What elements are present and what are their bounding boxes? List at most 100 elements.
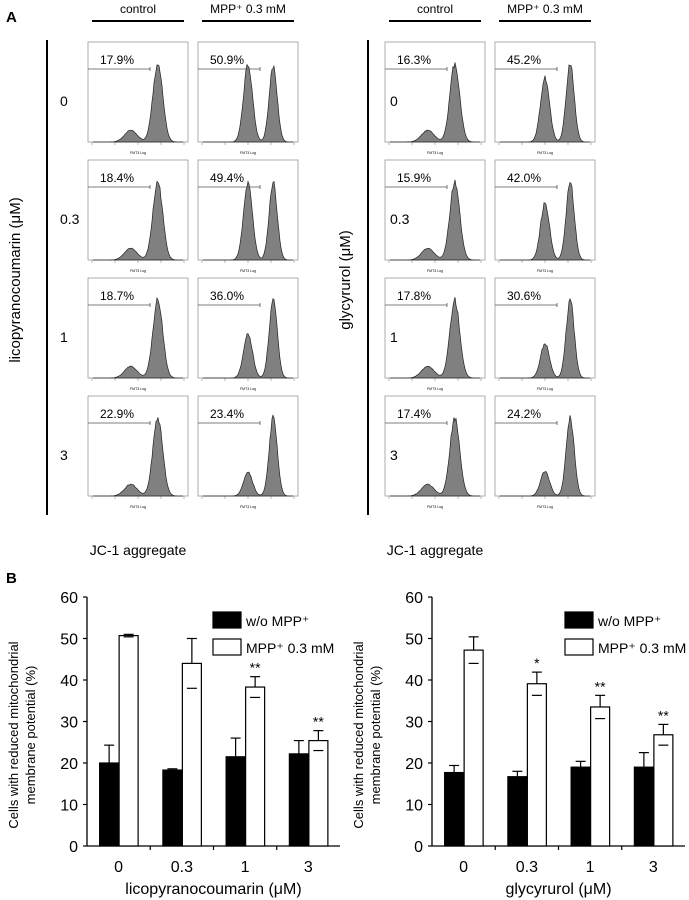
significance-marker: ** <box>595 678 606 694</box>
histogram-curve <box>390 297 480 379</box>
histogram-curve <box>203 180 293 261</box>
panel-a-label: A <box>6 9 17 26</box>
x-tick-label: 1 <box>586 859 595 876</box>
histogram-curve <box>93 180 183 261</box>
gate-percent: 45.2% <box>507 53 541 67</box>
gate-percent: 18.4% <box>100 171 134 185</box>
y-tick-label: 40 <box>405 673 423 690</box>
y-tick-label: 10 <box>60 798 78 815</box>
histogram-axis-label: FMT3 Log <box>427 505 443 509</box>
column-header: control <box>120 2 156 16</box>
legend-label: w/o MPP⁺ <box>245 613 309 629</box>
significance-marker: ** <box>658 707 669 723</box>
legend-label: w/o MPP⁺ <box>597 613 661 629</box>
histogram-panel: FMT3 Log 50.9% <box>197 41 299 155</box>
histogram-panel: FMT3 Log 16.3% <box>384 41 486 155</box>
bar <box>590 706 611 847</box>
histogram-curve <box>203 63 293 143</box>
y-tick-label: 30 <box>405 715 423 732</box>
y-axis-label: Cells with reduced mitochondrial <box>6 641 21 828</box>
gate-percent: 49.4% <box>210 171 244 185</box>
histogram-axis-label: FMT3 Log <box>537 387 553 391</box>
histogram-panel: FMT3 Log 18.4% <box>87 159 189 273</box>
bar <box>463 649 484 847</box>
bar <box>444 771 465 847</box>
x-axis-label: licopyranocoumarin (μM) <box>125 881 301 898</box>
panel-b-label: B <box>6 570 17 587</box>
bar <box>633 766 654 847</box>
x-tick-label: 3 <box>304 859 313 876</box>
histogram-axis-label: FMT3 Log <box>537 505 553 509</box>
dose-label: 0.3 <box>390 211 410 227</box>
histogram-panel: FMT3 Log 42.0% <box>494 159 596 273</box>
histogram-panel: FMT3 Log 17.9% <box>87 41 189 155</box>
histogram-curve <box>390 417 480 497</box>
histogram-axis-label: FMT3 Log <box>427 387 443 391</box>
gate-percent: 36.0% <box>210 289 244 303</box>
y-tick-label: 20 <box>60 756 78 773</box>
bar <box>308 739 329 847</box>
bar <box>653 734 674 847</box>
gate-percent: 23.4% <box>210 407 244 421</box>
gate-percent: 16.3% <box>397 53 431 67</box>
histogram-panel: FMT3 Log 17.4% <box>384 395 486 509</box>
dose-label: 0 <box>60 93 68 109</box>
significance-marker: ** <box>313 714 324 730</box>
legend-swatch <box>212 611 242 629</box>
histogram-curve <box>500 415 590 497</box>
legend-swatch <box>212 638 242 656</box>
bar <box>118 634 139 847</box>
x-tick-label: 1 <box>241 859 250 876</box>
y-tick-label: 50 <box>60 632 78 649</box>
gate-percent: 17.8% <box>397 289 431 303</box>
gate-percent: 17.4% <box>397 407 431 421</box>
significance-marker: ** <box>250 660 261 676</box>
histogram-axis-label: FMT3 Log <box>240 387 256 391</box>
x-tick-label: 0.3 <box>171 859 193 876</box>
gate-percent: 15.9% <box>397 171 431 185</box>
bar <box>99 762 120 847</box>
gate-percent: 22.9% <box>100 407 134 421</box>
compound-axis-label: licopyranocoumarin (μM) <box>7 197 24 362</box>
histogram-axis-label: FMT3 Log <box>130 505 146 509</box>
x-tick-label: 0 <box>114 859 123 876</box>
histogram-axis-label: FMT3 Log <box>130 151 146 155</box>
histogram-x-label: JC-1 aggregate <box>90 542 187 558</box>
y-axis-label: membrane potential (%) <box>368 666 383 805</box>
y-tick-label: 10 <box>405 798 423 815</box>
gate-percent: 42.0% <box>507 171 541 185</box>
histogram-curve <box>93 296 183 379</box>
bar <box>162 769 183 847</box>
histogram-curve <box>203 414 293 497</box>
histogram-panel: FMT3 Log 18.7% <box>87 277 189 391</box>
histogram-panel: FMT3 Log 49.4% <box>197 159 299 273</box>
column-header: MPP⁺ 0.3 mM <box>507 2 583 16</box>
histogram-panel: FMT3 Log 23.4% <box>197 395 299 509</box>
y-tick-label: 20 <box>405 756 423 773</box>
histogram-curve <box>500 181 590 261</box>
gate-percent: 17.9% <box>100 53 134 67</box>
dose-label: 3 <box>390 447 398 463</box>
dose-label: 0.3 <box>60 211 80 227</box>
y-tick-label: 60 <box>60 590 78 607</box>
y-axis-label: Cells with reduced mitochondrial <box>351 641 366 828</box>
x-tick-label: 3 <box>649 859 658 876</box>
x-axis-label: glycyrurol (μM) <box>505 881 611 898</box>
histogram-x-label: JC-1 aggregate <box>387 542 484 558</box>
histogram-curve <box>500 64 590 143</box>
y-tick-label: 60 <box>405 590 423 607</box>
histogram-panel: FMT3 Log 24.2% <box>494 395 596 509</box>
histogram-curve <box>203 298 293 379</box>
y-tick-label: 40 <box>60 673 78 690</box>
histogram-axis-label: FMT3 Log <box>427 151 443 155</box>
histogram-curve <box>93 64 183 143</box>
bar <box>507 776 528 847</box>
y-axis-label: membrane potential (%) <box>23 666 38 805</box>
histogram-axis-label: FMT3 Log <box>130 387 146 391</box>
dose-label: 1 <box>60 329 68 345</box>
histogram-axis-label: FMT3 Log <box>240 151 256 155</box>
gate-percent: 50.9% <box>210 53 244 67</box>
